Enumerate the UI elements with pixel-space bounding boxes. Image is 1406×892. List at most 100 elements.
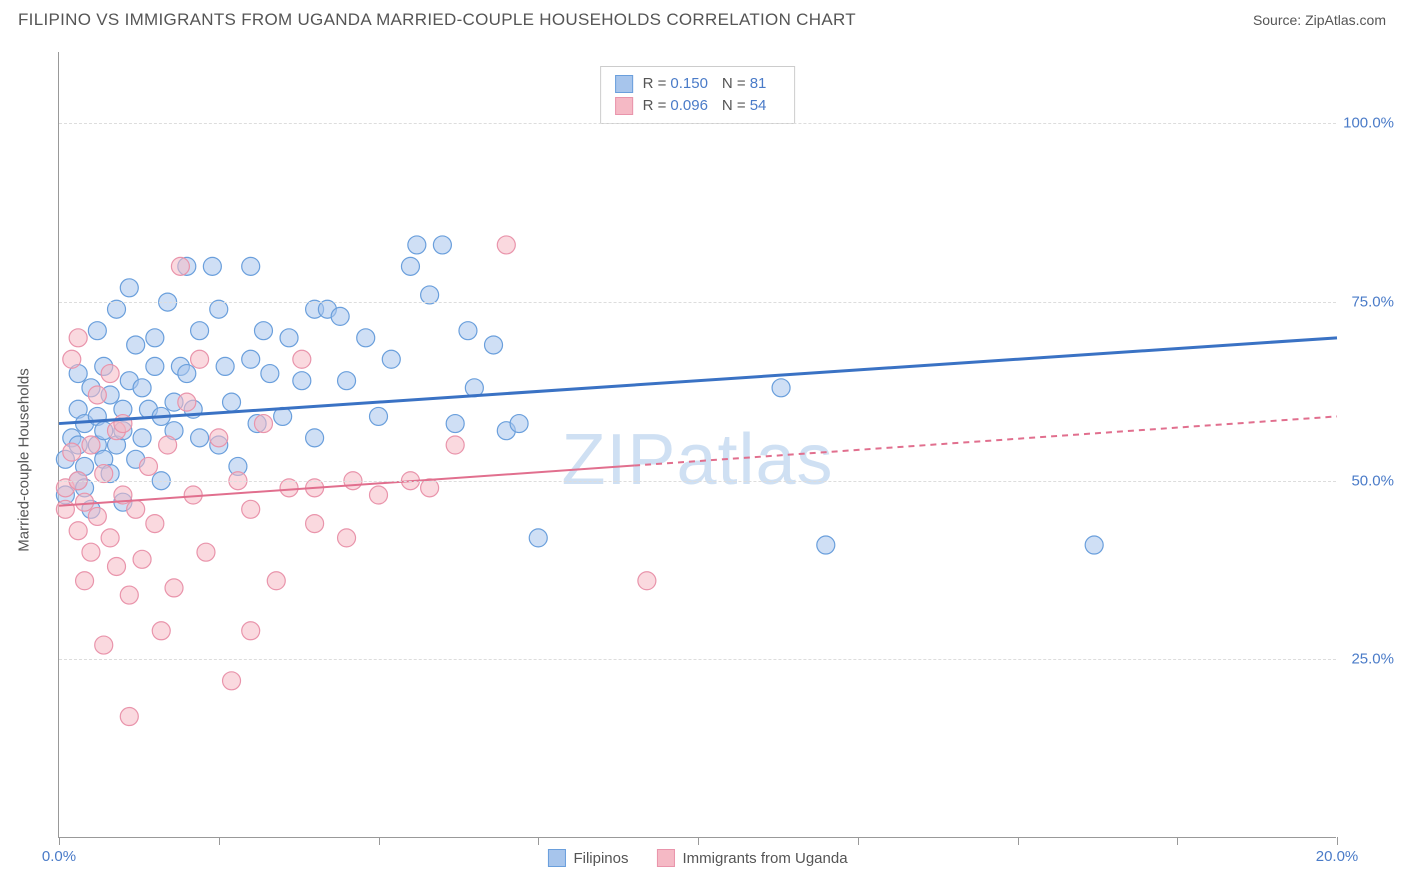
xtick bbox=[858, 837, 859, 845]
scatter-point bbox=[293, 372, 311, 390]
xtick bbox=[59, 837, 60, 845]
xtick bbox=[1018, 837, 1019, 845]
xtick bbox=[219, 837, 220, 845]
scatter-point bbox=[178, 365, 196, 383]
scatter-point bbox=[485, 336, 503, 354]
ytick-label: 75.0% bbox=[1351, 294, 1394, 311]
scatter-point bbox=[223, 393, 241, 411]
scatter-point bbox=[108, 557, 126, 575]
legend-item-filipinos: Filipinos bbox=[547, 849, 628, 867]
xtick bbox=[379, 837, 380, 845]
scatter-point bbox=[772, 379, 790, 397]
scatter-point bbox=[127, 336, 145, 354]
gridline-h bbox=[59, 302, 1336, 303]
scatter-point bbox=[88, 507, 106, 525]
scatter-point bbox=[69, 522, 87, 540]
scatter-point bbox=[63, 443, 81, 461]
scatter-point bbox=[1085, 536, 1103, 554]
legend-swatch-filipinos bbox=[547, 849, 565, 867]
ytick-label: 50.0% bbox=[1351, 472, 1394, 489]
scatter-point bbox=[338, 372, 356, 390]
xtick-label: 20.0% bbox=[1316, 848, 1359, 865]
scatter-point bbox=[139, 457, 157, 475]
scatter-point bbox=[82, 543, 100, 561]
scatter-point bbox=[191, 350, 209, 368]
scatter-point bbox=[306, 515, 324, 533]
scatter-point bbox=[254, 322, 272, 340]
scatter-point bbox=[146, 329, 164, 347]
scatter-point bbox=[203, 257, 221, 275]
scatter-svg bbox=[59, 52, 1336, 837]
scatter-point bbox=[242, 622, 260, 640]
scatter-point bbox=[242, 350, 260, 368]
chart-title: FILIPINO VS IMMIGRANTS FROM UGANDA MARRI… bbox=[18, 10, 856, 30]
legend-label-uganda: Immigrants from Uganda bbox=[682, 850, 847, 867]
scatter-point bbox=[446, 415, 464, 433]
scatter-point bbox=[446, 436, 464, 454]
scatter-point bbox=[370, 486, 388, 504]
scatter-point bbox=[101, 529, 119, 547]
scatter-point bbox=[191, 322, 209, 340]
scatter-point bbox=[331, 307, 349, 325]
scatter-point bbox=[171, 257, 189, 275]
scatter-point bbox=[88, 322, 106, 340]
xtick-label: 0.0% bbox=[42, 848, 76, 865]
chart-container: Married-couple Households ZIPatlas R =0.… bbox=[18, 42, 1388, 877]
scatter-point bbox=[408, 236, 426, 254]
scatter-point bbox=[133, 550, 151, 568]
scatter-point bbox=[56, 500, 74, 518]
scatter-point bbox=[242, 257, 260, 275]
legend-swatch-uganda bbox=[656, 849, 674, 867]
y-axis-label: Married-couple Households bbox=[16, 368, 33, 551]
scatter-point bbox=[638, 572, 656, 590]
scatter-point bbox=[280, 329, 298, 347]
scatter-point bbox=[382, 350, 400, 368]
xtick bbox=[1337, 837, 1338, 845]
scatter-point bbox=[101, 365, 119, 383]
plot-area: ZIPatlas R =0.150N =81 R =0.096N =54 Fil… bbox=[58, 52, 1336, 838]
scatter-point bbox=[69, 329, 87, 347]
scatter-point bbox=[216, 357, 234, 375]
scatter-point bbox=[159, 436, 177, 454]
scatter-point bbox=[293, 350, 311, 368]
scatter-point bbox=[63, 350, 81, 368]
scatter-point bbox=[133, 429, 151, 447]
ytick-label: 25.0% bbox=[1351, 651, 1394, 668]
regression-line-dashed bbox=[634, 416, 1337, 465]
scatter-point bbox=[88, 386, 106, 404]
scatter-point bbox=[254, 415, 272, 433]
scatter-point bbox=[267, 572, 285, 590]
scatter-point bbox=[191, 429, 209, 447]
scatter-point bbox=[459, 322, 477, 340]
scatter-point bbox=[120, 279, 138, 297]
scatter-point bbox=[197, 543, 215, 561]
scatter-point bbox=[152, 622, 170, 640]
scatter-point bbox=[76, 572, 94, 590]
xtick bbox=[538, 837, 539, 845]
gridline-h bbox=[59, 481, 1336, 482]
scatter-point bbox=[127, 500, 145, 518]
gridline-h bbox=[59, 123, 1336, 124]
gridline-h bbox=[59, 659, 1336, 660]
legend-label-filipinos: Filipinos bbox=[573, 850, 628, 867]
scatter-point bbox=[306, 429, 324, 447]
xtick bbox=[698, 837, 699, 845]
scatter-point bbox=[133, 379, 151, 397]
scatter-point bbox=[165, 579, 183, 597]
scatter-point bbox=[261, 365, 279, 383]
scatter-point bbox=[223, 672, 241, 690]
scatter-point bbox=[146, 515, 164, 533]
ytick-label: 100.0% bbox=[1343, 115, 1394, 132]
scatter-point bbox=[510, 415, 528, 433]
scatter-point bbox=[433, 236, 451, 254]
scatter-point bbox=[817, 536, 835, 554]
legend-item-uganda: Immigrants from Uganda bbox=[656, 849, 847, 867]
scatter-point bbox=[370, 407, 388, 425]
scatter-point bbox=[146, 357, 164, 375]
source-label: Source: ZipAtlas.com bbox=[1253, 12, 1386, 28]
scatter-point bbox=[76, 493, 94, 511]
scatter-point bbox=[82, 436, 100, 454]
scatter-point bbox=[210, 429, 228, 447]
scatter-point bbox=[338, 529, 356, 547]
scatter-point bbox=[401, 257, 419, 275]
